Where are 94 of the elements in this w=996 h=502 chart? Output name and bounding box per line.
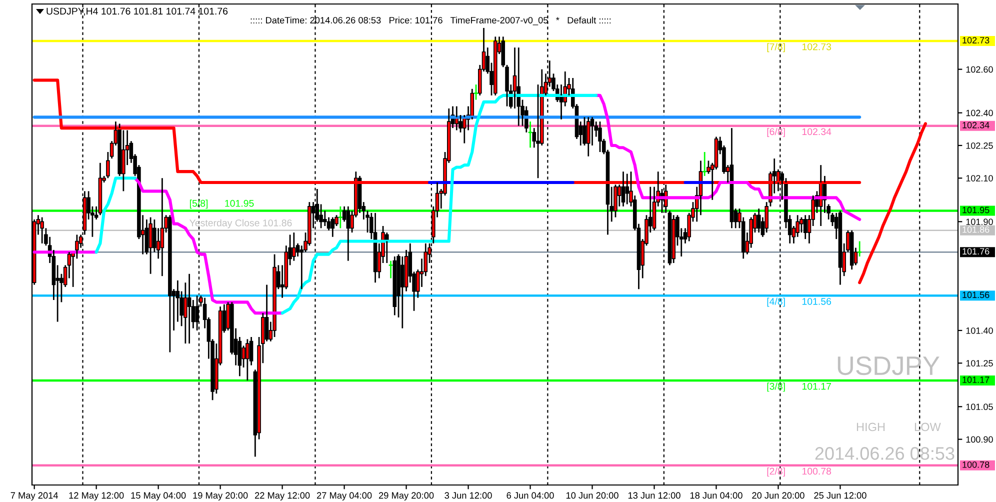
candlestick bbox=[473, 84, 479, 100]
x-tick-label: 12 May 12:00 bbox=[69, 492, 124, 500]
candlestick bbox=[493, 36, 498, 96]
annotation: [6/8] 102.34 bbox=[767, 128, 832, 138]
ref-line-label: 101.86 bbox=[962, 226, 990, 233]
x-tick-label: 18 Jun 04:00 bbox=[690, 492, 742, 499]
candlestick bbox=[424, 242, 428, 277]
candlestick bbox=[238, 336, 242, 377]
candlestick bbox=[826, 204, 830, 220]
y-tick-label: 101.05 bbox=[966, 404, 993, 410]
x-tick-label: 10 Jun 20:00 bbox=[566, 492, 618, 499]
annotation: [4/8] 101.56 bbox=[767, 298, 832, 307]
annotation: Yesterday Close 101.86 bbox=[190, 219, 292, 228]
candlestick bbox=[756, 208, 761, 234]
candlestick bbox=[702, 151, 708, 177]
candlestick bbox=[40, 216, 44, 244]
candlestick bbox=[75, 234, 79, 260]
y-tick-label: 102.60 bbox=[966, 66, 993, 73]
candlestick bbox=[850, 230, 854, 270]
annotation: [5/8] 101.95 bbox=[190, 200, 254, 209]
candlestick bbox=[803, 214, 808, 240]
x-tick-label: 6 Jun 04:00 bbox=[506, 492, 554, 499]
candlestick bbox=[230, 301, 234, 356]
candlestick bbox=[512, 46, 517, 110]
y-tick-label: 102.25 bbox=[966, 142, 993, 149]
candlestick bbox=[590, 116, 594, 146]
y-tick-label: 101.25 bbox=[966, 360, 993, 366]
candlestick bbox=[672, 214, 676, 264]
candlestick bbox=[625, 173, 630, 205]
candlestick bbox=[400, 256, 404, 329]
ref-line-label: 101.56 bbox=[962, 292, 990, 298]
x-tick-label: 27 May 04:00 bbox=[316, 492, 372, 500]
candlestick bbox=[652, 186, 656, 232]
candlestick bbox=[160, 177, 164, 277]
candlestick bbox=[687, 212, 692, 242]
ref-line-label: 102.34 bbox=[962, 122, 990, 128]
annotation: 2014.06.26 08:53 bbox=[815, 447, 954, 460]
candlestick bbox=[152, 218, 156, 253]
text: ::::: DateTime: 2014.06.26 08:53 Price: 101.76 TimeFrame-2007-v0_05 * Default ::::: bbox=[250, 16, 611, 26]
candlestick bbox=[346, 206, 350, 262]
y-tick-label: 102.10 bbox=[966, 175, 993, 182]
candlestick bbox=[330, 216, 335, 238]
y-tick-label: 101.40 bbox=[966, 327, 993, 334]
annotation: HIGH bbox=[856, 422, 885, 432]
candlestick bbox=[714, 136, 718, 170]
chart-title: USDJPY,H4 101.76 101.81 101.74 101.76 bbox=[46, 8, 228, 16]
candlestick bbox=[838, 210, 842, 286]
x-tick-label: 13 Jun 12:00 bbox=[628, 492, 680, 499]
annotation: LOW bbox=[914, 422, 941, 432]
y-tick-label: 100.90 bbox=[966, 436, 993, 443]
annotation: [7/8] 102.73 bbox=[767, 43, 832, 52]
candlestick bbox=[118, 123, 122, 177]
candlestick bbox=[668, 210, 672, 266]
x-tick-label: 29 May 20:00 bbox=[378, 492, 434, 500]
candlestick bbox=[528, 120, 533, 148]
candlestick bbox=[540, 68, 544, 146]
candlestick bbox=[416, 268, 420, 299]
candlestick bbox=[187, 273, 192, 344]
annotation: [3/8] 101.17 bbox=[767, 382, 831, 392]
candlestick bbox=[462, 114, 466, 144]
candlestick bbox=[749, 216, 753, 248]
candlestick bbox=[308, 201, 312, 246]
candlestick bbox=[392, 256, 397, 316]
ref-line-label: 101.76 bbox=[962, 248, 990, 255]
candlestick bbox=[388, 260, 394, 279]
candlestick bbox=[586, 116, 590, 158]
candlestick bbox=[292, 232, 296, 262]
candlestick bbox=[621, 170, 626, 208]
candlestick bbox=[246, 338, 250, 382]
candlestick bbox=[148, 216, 152, 275]
x-tick-label: 7 May 2014 bbox=[10, 492, 58, 500]
x-tick-label: 15 May 04:00 bbox=[131, 492, 186, 500]
candlestick bbox=[856, 240, 862, 258]
x-tick-label: 19 May 20:00 bbox=[193, 492, 248, 500]
annotation: [2/8] 100.78 bbox=[767, 467, 832, 477]
y-tick-label: 101.90 bbox=[966, 218, 993, 226]
candlestick bbox=[741, 216, 746, 260]
annotation: USDJPY bbox=[838, 356, 940, 376]
candlestick bbox=[796, 214, 800, 238]
candlestick bbox=[323, 210, 327, 227]
candlestick bbox=[98, 162, 102, 216]
ref-line-label: 100.78 bbox=[962, 461, 990, 468]
ref-line-label: 101.95 bbox=[962, 206, 990, 214]
candlestick bbox=[264, 284, 269, 342]
x-tick-label: 3 Jun 12:00 bbox=[444, 492, 492, 499]
ref-line-label: 102.73 bbox=[962, 37, 990, 44]
ref-line-label: 101.17 bbox=[962, 376, 990, 383]
candlestick bbox=[536, 84, 540, 179]
y-tick-label: 102.40 bbox=[966, 110, 993, 116]
x-tick-label: 22 May 12:00 bbox=[254, 492, 310, 500]
x-tick-label: 25 Jun 12:00 bbox=[814, 492, 866, 499]
x-tick-label: 20 Jun 20:00 bbox=[752, 492, 804, 499]
candlestick bbox=[168, 214, 172, 353]
line-series bbox=[858, 122, 927, 284]
